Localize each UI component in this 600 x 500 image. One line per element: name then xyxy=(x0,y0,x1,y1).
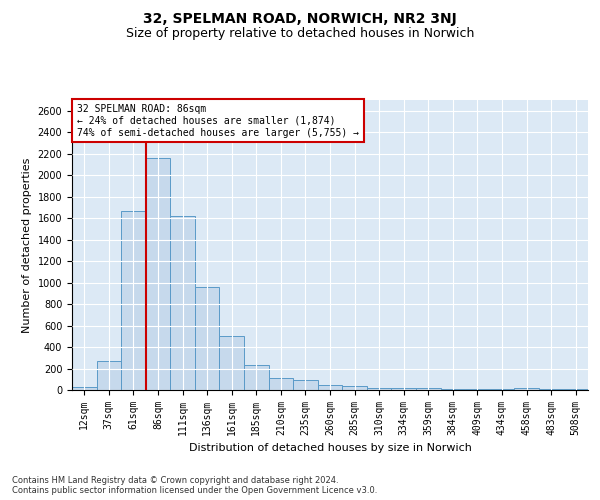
Bar xyxy=(170,216,195,390)
Bar xyxy=(318,385,342,390)
Bar xyxy=(195,287,220,390)
Bar xyxy=(244,365,269,390)
Text: 32 SPELMAN ROAD: 86sqm
← 24% of detached houses are smaller (1,874)
74% of semi-: 32 SPELMAN ROAD: 86sqm ← 24% of detached… xyxy=(77,104,359,138)
Text: Contains HM Land Registry data © Crown copyright and database right 2024.
Contai: Contains HM Land Registry data © Crown c… xyxy=(12,476,377,495)
Bar xyxy=(514,388,539,390)
Bar xyxy=(367,388,391,390)
Bar xyxy=(121,210,146,390)
Bar xyxy=(416,388,440,390)
Bar xyxy=(146,158,170,390)
Bar xyxy=(97,361,121,390)
Bar xyxy=(391,388,416,390)
Bar xyxy=(293,380,318,390)
Bar xyxy=(269,378,293,390)
Bar xyxy=(220,336,244,390)
Bar xyxy=(440,389,465,390)
Bar xyxy=(342,386,367,390)
Text: 32, SPELMAN ROAD, NORWICH, NR2 3NJ: 32, SPELMAN ROAD, NORWICH, NR2 3NJ xyxy=(143,12,457,26)
X-axis label: Distribution of detached houses by size in Norwich: Distribution of detached houses by size … xyxy=(188,444,472,454)
Y-axis label: Number of detached properties: Number of detached properties xyxy=(22,158,32,332)
Bar xyxy=(72,387,97,390)
Text: Size of property relative to detached houses in Norwich: Size of property relative to detached ho… xyxy=(126,28,474,40)
